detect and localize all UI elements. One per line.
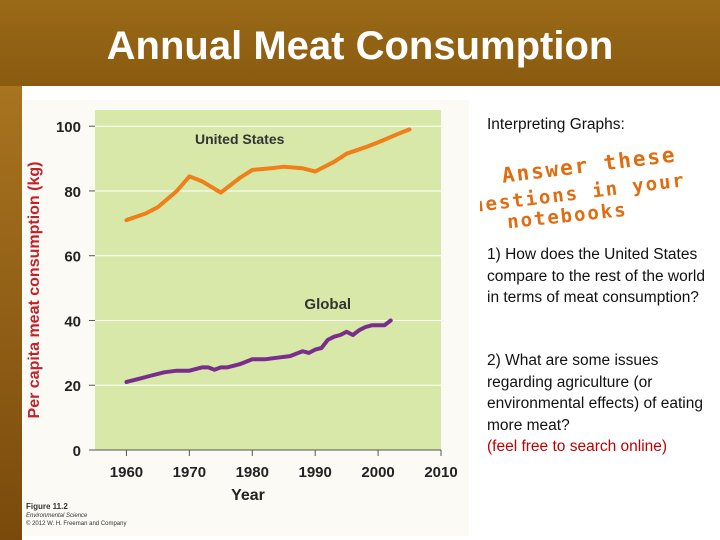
plot-background [95,110,441,450]
x-axis-label: Year [231,487,265,504]
question-2: 2) What are some issues regarding agricu… [487,352,703,434]
axes: 0 20 40 60 80 100 1960 1970 1980 1990 2000 2010 [56,119,458,481]
question-2-hint: (feel free to search online) [487,438,668,455]
series-layer [124,127,412,384]
x-tick-label: 1970 [173,464,206,481]
y-tick-label: 40 [64,313,81,330]
x-tick-label: 2010 [424,464,457,481]
y-tick-label: 60 [64,249,81,266]
x-tick-label: 2000 [361,464,394,481]
sidebar-heading: Interpreting Graphs: [487,116,625,133]
x-tick-label: 1990 [298,464,331,481]
question-2-block: 2) What are some issues regarding agricu… [487,350,712,458]
figure-caption: Figure 11.2 Environmental Science © 2012… [26,502,186,528]
series-label-united-states: United States [195,131,285,147]
y-tick-label: 100 [56,119,81,136]
x-tick-label: 1960 [110,464,143,481]
question-1: 1) How does the United States compare to… [487,246,705,306]
meat-consumption-chart: 0 20 40 60 80 100 1960 1970 1980 1990 2000 2010 Per… [26,110,458,504]
figure-label: Figure 11.2 [26,502,68,511]
left-accent-strip [0,86,22,540]
series-line-united-states [124,127,412,223]
figure-copyright: © 2012 W. H. Freeman and Company [26,521,127,527]
title-bar [0,0,720,86]
y-axis-label: Per capita meat consumption (kg) [26,162,43,419]
y-tick-label: 0 [73,443,81,460]
slide-title: Annual Meat Consumption [106,24,614,68]
y-tick-label: 20 [64,378,81,395]
series-line-global [124,318,393,384]
figure-source: Environmental Science [26,513,88,519]
y-tick-label: 80 [64,184,81,201]
x-tick-label: 1980 [236,464,269,481]
notebook-stamp: Answer these questions in your notebooks [480,142,687,233]
series-label-global: Global [304,296,351,313]
gridlines [95,125,441,386]
